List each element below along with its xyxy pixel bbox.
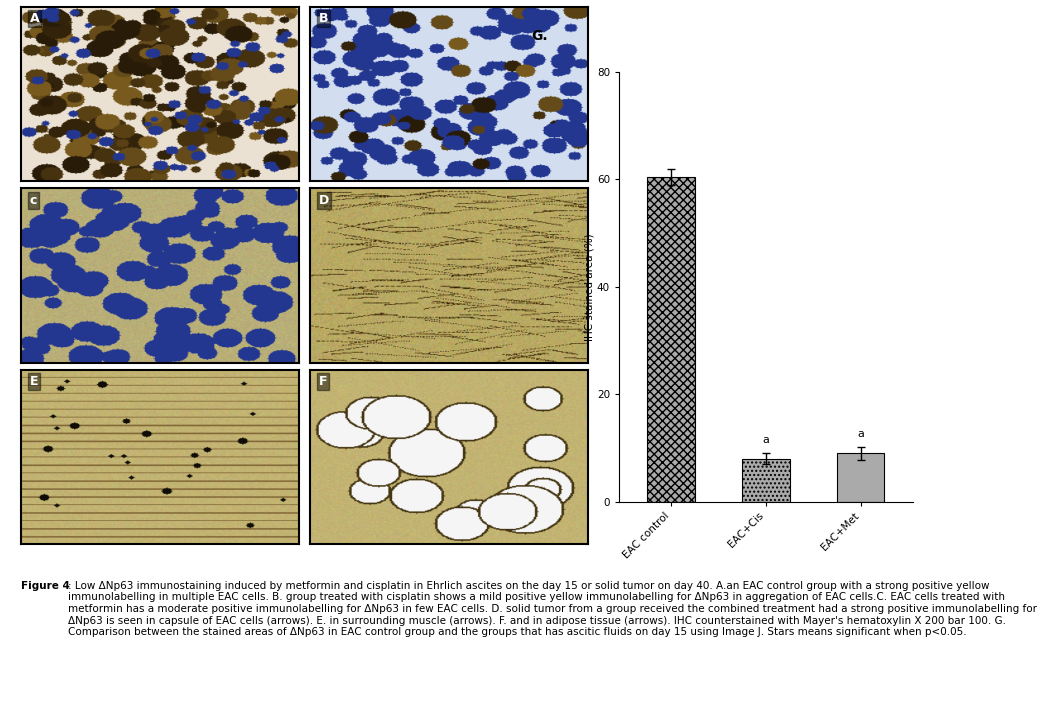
Y-axis label: IHC stained area (%): IHC stained area (%) (585, 233, 594, 340)
Text: Figure 4: Figure 4 (21, 581, 70, 591)
Text: c: c (30, 194, 37, 206)
Text: a: a (762, 435, 770, 445)
Text: a: a (858, 429, 864, 439)
Text: G.: G. (531, 29, 548, 43)
Bar (837, 453, 884, 501)
Bar (647, 177, 695, 501)
Text: F: F (319, 375, 327, 388)
Text: B: B (319, 12, 328, 26)
Text: : Low ΔNp63 immunostaining induced by metformin and cisplatin in Ehrlich ascites: : Low ΔNp63 immunostaining induced by me… (68, 581, 1037, 637)
Text: A: A (30, 12, 39, 26)
Text: E: E (30, 375, 38, 388)
Bar (742, 459, 790, 501)
Text: D: D (319, 194, 328, 206)
